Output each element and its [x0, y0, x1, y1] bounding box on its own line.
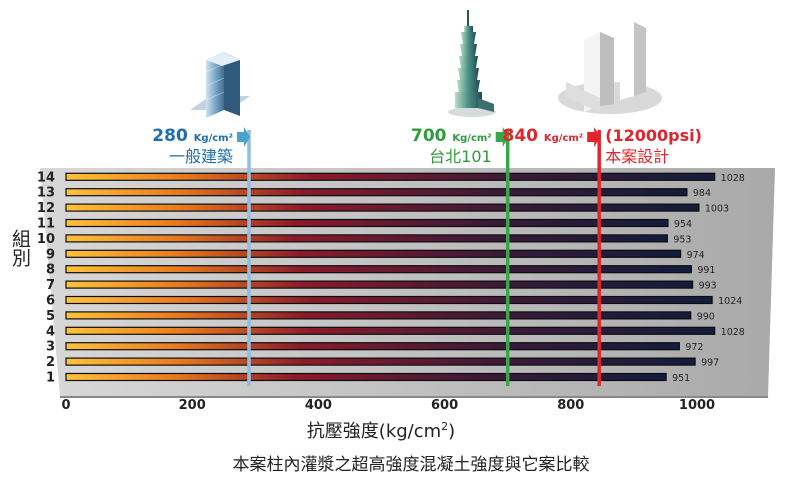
bar-row: 5 990: [46, 309, 715, 324]
value-label: 990: [697, 311, 715, 322]
category-label: 2: [46, 355, 55, 370]
bar: [65, 265, 692, 274]
bar: [65, 218, 669, 228]
bar-row: 14 1028: [37, 170, 745, 185]
value-label: 1003: [705, 204, 729, 215]
value-label: 993: [699, 281, 717, 292]
value-label: 997: [701, 358, 719, 369]
arrow-icon: [236, 127, 250, 147]
arrow-icon: [587, 127, 601, 147]
bar: [65, 203, 700, 212]
bar: [65, 326, 716, 335]
taipei-101-icon: [448, 10, 496, 117]
bar: [65, 372, 667, 382]
bar: [65, 342, 680, 351]
value-label: 972: [685, 342, 703, 353]
x-axis-label: 抗壓強度(kg/cm2): [307, 420, 455, 442]
bar-row: 2 997: [46, 355, 719, 370]
bar-row: 11 954: [37, 217, 692, 232]
bar-row: 7 993: [46, 278, 717, 293]
value-label: 1028: [721, 173, 745, 184]
bar-row: 4 1028: [46, 324, 745, 339]
value-label: 991: [697, 265, 715, 276]
category-label: 5: [46, 309, 55, 324]
bar: [65, 234, 668, 243]
reference-strength: 280 Kg/cm²: [152, 126, 233, 146]
reference-name: 本案設計: [605, 147, 669, 166]
reference-strength: 840 Kg/cm²: [502, 126, 583, 146]
category-label: 7: [46, 278, 55, 293]
value-label: 951: [672, 373, 690, 384]
x-tick-label: 800: [557, 398, 584, 413]
bar-row: 9 974: [46, 247, 705, 262]
category-label: 1: [46, 371, 55, 386]
value-label: 1028: [721, 327, 745, 338]
x-tick-label: 400: [305, 398, 332, 413]
category-label: 13: [37, 186, 55, 201]
value-label: 1024: [718, 296, 742, 307]
category-label: 6: [46, 294, 55, 309]
x-axis-ticks: 0 200 400 600 800 1000: [61, 398, 715, 413]
bar: [65, 172, 716, 181]
x-axis-label-superscript: 2: [441, 420, 448, 433]
twin-towers-icon: [558, 22, 662, 114]
x-tick-label: 200: [179, 398, 206, 413]
chart-caption: 本案柱內灌漿之超高強度混凝土強度與它案比較: [233, 455, 590, 475]
value-label: 984: [693, 188, 711, 199]
category-label: 12: [37, 201, 55, 216]
category-label: 3: [46, 340, 55, 355]
bar: [65, 311, 692, 320]
bar: [65, 188, 688, 197]
x-tick-label: 1000: [679, 398, 715, 413]
category-label: 9: [46, 247, 55, 262]
reference-marker: 840 Kg/cm² (12000psi) 本案設計: [502, 126, 702, 386]
bar: [65, 295, 713, 305]
reference-name: 一般建築: [169, 147, 233, 166]
bar-row: 10 953: [37, 232, 692, 247]
glass-tower-icon: [190, 52, 250, 118]
bar-row: 1 951: [46, 371, 690, 386]
x-tick-label: 0: [61, 398, 70, 413]
category-label: 10: [37, 232, 55, 247]
category-label: 11: [37, 217, 55, 232]
chart-floor-front: [60, 396, 768, 398]
value-label: 954: [674, 219, 692, 230]
reference-name: 台北101: [429, 147, 492, 166]
value-label: 953: [673, 234, 691, 245]
arrow-icon: [495, 127, 509, 147]
y-axis-label: 組別: [9, 229, 31, 267]
bar: [65, 249, 682, 258]
reference-extra: (12000psi): [605, 126, 702, 145]
value-label: 974: [687, 250, 705, 261]
bar: [65, 280, 694, 289]
category-label: 14: [37, 170, 55, 185]
bar-row: 13 984: [37, 186, 711, 201]
bar-row: 3 972: [46, 340, 704, 355]
bar-row: 12 1003: [37, 201, 729, 216]
bar: [65, 357, 696, 366]
bar-row: 8 991: [46, 263, 716, 278]
category-label: 4: [46, 324, 55, 339]
reference-strength: 700 Kg/cm²: [411, 126, 492, 146]
category-label: 8: [46, 263, 55, 278]
bar-row: 6 1024: [46, 294, 742, 309]
x-tick-label: 600: [431, 398, 458, 413]
